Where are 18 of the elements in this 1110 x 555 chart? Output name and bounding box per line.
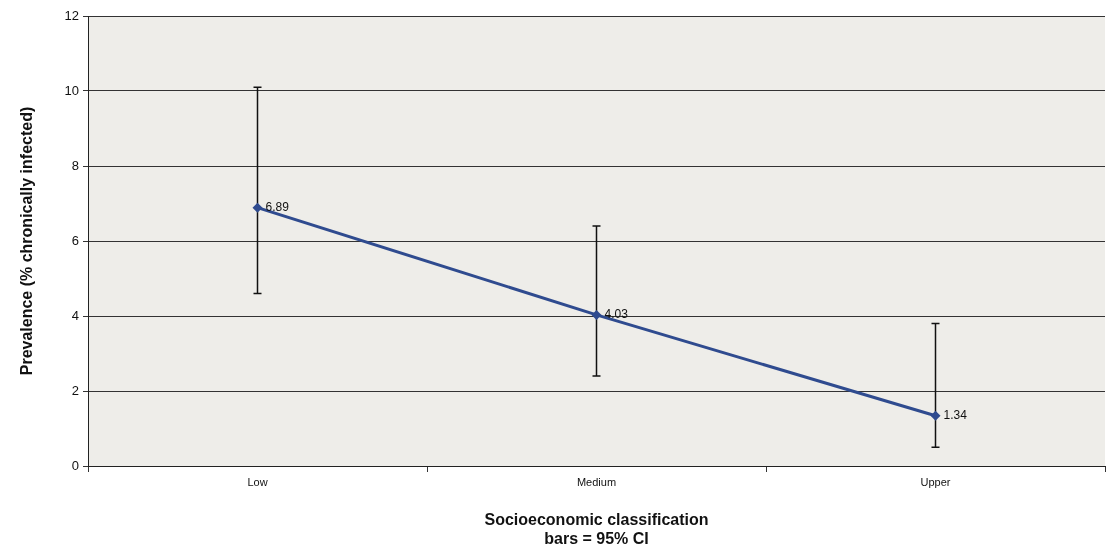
point <box>930 410 941 421</box>
y-tick-label: 12 <box>64 7 79 23</box>
point <box>591 309 602 320</box>
data-label: 6.89 <box>265 199 290 214</box>
y-tick-label: 6 <box>71 232 79 248</box>
point <box>252 202 263 213</box>
text: bars = 95% CI <box>544 529 649 547</box>
x-tick-label: Low <box>247 475 268 488</box>
y-tick-label: 10 <box>64 82 79 98</box>
y-axis-title: Prevalence (% chronically infected) <box>18 106 36 376</box>
y-tick-label: 2 <box>71 382 79 398</box>
x-axis-title: Socioeconomic classification <box>484 510 709 528</box>
x-tick-label: Upper <box>920 475 951 488</box>
y-tick-label: 0 <box>71 457 79 473</box>
x-tick-label: Medium <box>576 475 617 488</box>
data-label: 1.34 <box>943 408 968 423</box>
y-tick-label: 8 <box>71 157 79 173</box>
y-tick-label: 4 <box>71 307 79 323</box>
